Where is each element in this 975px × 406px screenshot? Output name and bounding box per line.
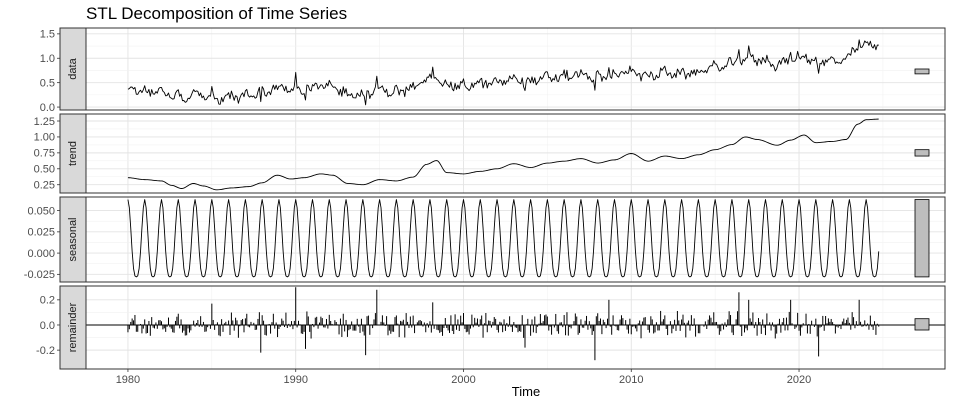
y-tick-label: 1.00 xyxy=(34,132,55,144)
range-bar xyxy=(914,318,930,331)
x-tick-label: 2000 xyxy=(451,374,475,386)
range-bar xyxy=(914,68,930,75)
y-tick-label: 1.25 xyxy=(34,116,55,128)
strip-trend: trend xyxy=(59,113,87,194)
panels-layer: 0.0 0.5 1.0 1.5 data 0.25 0.50 0.75 1.00 1.25 tren… xyxy=(24,27,946,370)
x-axis-title: Time xyxy=(512,384,540,399)
y-tick-label: 0.0 xyxy=(40,320,55,332)
data-series-line xyxy=(127,39,879,106)
y-tick-label: 0.000 xyxy=(27,248,55,260)
y-tick-label: 0.050 xyxy=(27,205,55,217)
y-tick-label: 1.0 xyxy=(40,53,55,65)
chart-title: STL Decomposition of Time Series xyxy=(86,4,348,23)
x-axis: 1980 1990 2000 2010 2020 xyxy=(116,369,811,386)
seasonal-series-line xyxy=(127,199,880,278)
strip-label-remainder: remainder xyxy=(67,302,79,352)
panel-remainder: -0.2 0.0 0.2 remainder xyxy=(36,285,946,370)
strip-label-trend: trend xyxy=(67,141,79,166)
strip-label-data: data xyxy=(67,57,79,79)
x-tick-label: 2010 xyxy=(619,374,643,386)
panel-data: 0.0 0.5 1.0 1.5 data xyxy=(40,27,946,114)
strip-seasonal: seasonal xyxy=(59,196,87,283)
y-tick-label: 0.25 xyxy=(34,180,55,192)
strip-label-seasonal: seasonal xyxy=(67,217,79,261)
strip-background xyxy=(59,113,87,194)
panel-trend: 0.25 0.50 0.75 1.00 1.25 trend xyxy=(34,113,946,194)
strip-remainder: remainder xyxy=(59,285,87,370)
y-tick-label: 0.2 xyxy=(40,295,55,307)
trend-series-line xyxy=(127,118,879,191)
y-tick-label: 1.5 xyxy=(40,29,55,41)
y-tick-label: -0.025 xyxy=(24,269,55,281)
y-tick-label: -0.2 xyxy=(36,345,55,357)
y-tick-label: 0.75 xyxy=(34,148,55,160)
strip-background xyxy=(59,196,87,283)
panel-background xyxy=(86,28,945,110)
y-tick-label: 0.0 xyxy=(40,102,55,114)
x-tick-label: 1990 xyxy=(283,374,307,386)
y-tick-label: 0.50 xyxy=(34,164,55,176)
x-tick-label: 1980 xyxy=(116,374,140,386)
strip-background xyxy=(59,27,87,111)
y-tick-label: 0.025 xyxy=(27,227,55,239)
range-bar xyxy=(914,149,930,157)
panel-seasonal: -0.025 0.000 0.025 0.050 seasonal xyxy=(24,196,946,283)
strip-data: data xyxy=(59,27,87,111)
y-tick-label: 0.5 xyxy=(40,77,55,89)
range-bar xyxy=(914,199,930,278)
x-tick-label: 2020 xyxy=(787,374,811,386)
panel-background xyxy=(86,114,945,193)
strip-background xyxy=(59,285,87,370)
